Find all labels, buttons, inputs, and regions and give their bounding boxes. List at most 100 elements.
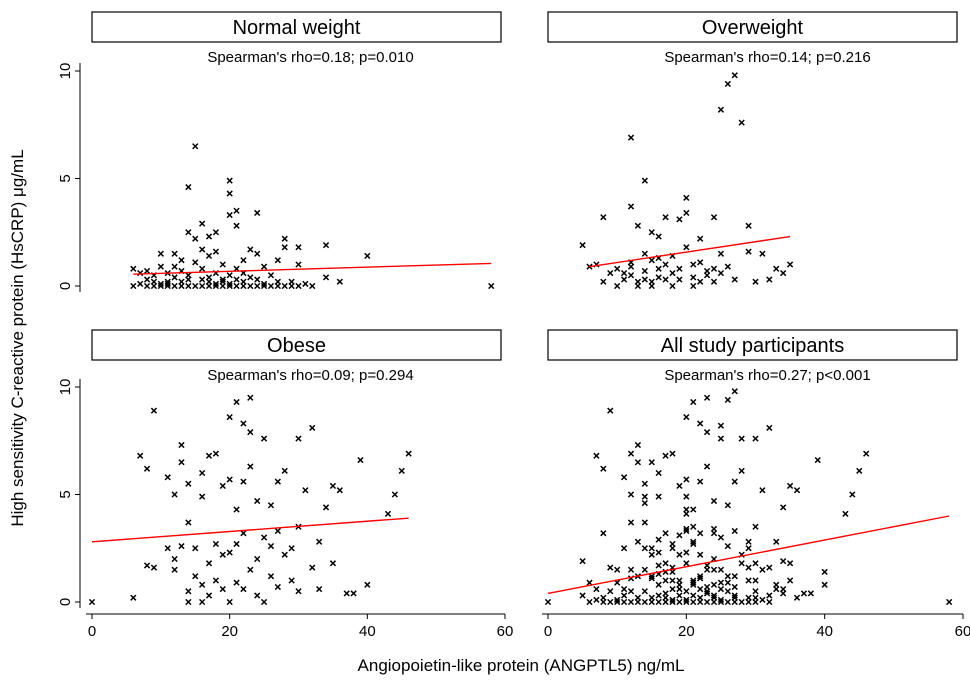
data-point: [219, 276, 226, 283]
data-point-stroke: [745, 248, 752, 255]
y-tick-label: 0: [57, 282, 74, 290]
data-point-stroke: [254, 209, 261, 217]
data-point-stroke: [329, 482, 337, 490]
data-point-stroke: [614, 598, 621, 606]
data-point-stroke: [205, 560, 213, 567]
data-point: [786, 560, 794, 567]
data-point-stroke: [703, 429, 711, 436]
data-point-stroke: [627, 519, 635, 526]
data-point-stroke: [634, 441, 642, 449]
x-tick-label: 20: [678, 623, 695, 640]
y-axis-label: High sensitivity C-reactive protein (HsC…: [8, 149, 27, 526]
data-point: [247, 246, 254, 253]
data-point-stroke: [766, 598, 773, 606]
data-point: [717, 585, 725, 593]
data-point-stroke: [185, 519, 192, 526]
data-point: [634, 282, 642, 290]
data-point-stroke: [488, 282, 495, 290]
data-point-stroke: [690, 398, 697, 406]
fit-line: [589, 235, 791, 268]
data-point-stroke: [288, 577, 295, 584]
data-point: [205, 233, 213, 240]
data-point: [724, 80, 731, 88]
data-point-stroke: [752, 523, 759, 530]
data-point-stroke: [185, 480, 192, 487]
panel-stat-text: Spearman's rho=0.14; p=0.216: [664, 49, 870, 66]
data-point: [627, 450, 635, 457]
data-point-stroke: [219, 551, 226, 558]
data-point: [738, 560, 745, 567]
data-point: [199, 493, 206, 500]
data-point: [724, 573, 731, 580]
data-point-stroke: [185, 276, 192, 283]
data-point: [634, 222, 642, 229]
data-point: [662, 214, 669, 221]
data-point-stroke: [683, 588, 690, 595]
data-point: [724, 542, 731, 550]
data-point: [703, 598, 711, 606]
data-point-stroke: [669, 282, 676, 290]
data-point: [192, 143, 199, 150]
data-point-stroke: [690, 538, 697, 545]
data-point: [350, 590, 357, 597]
data-point: [821, 581, 828, 588]
data-point: [226, 282, 233, 290]
data-point-stroke: [212, 229, 220, 236]
data-point-stroke: [627, 598, 635, 606]
panel-title: Normal weight: [233, 17, 361, 39]
data-point-stroke: [288, 545, 295, 552]
data-point: [322, 242, 330, 249]
data-point: [607, 407, 614, 414]
data-point-stroke: [267, 573, 275, 580]
data-point: [731, 276, 738, 283]
y-tick-label: 0: [57, 598, 74, 606]
data-point: [274, 478, 281, 485]
data-point-stroke: [752, 594, 759, 601]
data-point: [731, 583, 738, 591]
data-point: [233, 540, 240, 548]
data-point-stroke: [620, 545, 628, 552]
data-point: [710, 581, 718, 588]
data-point-stroke: [233, 506, 240, 513]
data-point-stroke: [697, 575, 704, 582]
data-point: [676, 216, 683, 223]
data-point: [780, 558, 787, 565]
data-point-stroke: [648, 229, 655, 236]
data-point-stroke: [192, 143, 199, 150]
data-point: [199, 276, 206, 283]
data-point-stroke: [219, 482, 226, 490]
data-point: [683, 525, 690, 533]
data-point-stroke: [607, 598, 614, 606]
data-point-stroke: [842, 510, 849, 517]
data-point-stroke: [171, 263, 178, 270]
data-point-stroke: [260, 263, 268, 270]
data-point-stroke: [157, 280, 164, 287]
data-point-stroke: [863, 450, 870, 457]
data-point: [143, 465, 151, 472]
data-point-stroke: [593, 596, 600, 603]
data-point-stroke: [655, 233, 662, 240]
data-point-stroke: [199, 220, 206, 227]
data-point-stroke: [254, 276, 261, 283]
data-point: [322, 274, 330, 281]
data-point: [710, 592, 718, 599]
data-point: [620, 592, 628, 599]
data-point-stroke: [620, 276, 628, 283]
data-point-stroke: [717, 585, 725, 593]
data-point: [676, 598, 683, 606]
data-point-stroke: [676, 216, 683, 223]
panel-title-box: [547, 329, 958, 361]
data-point-stroke: [717, 250, 725, 257]
data-point: [683, 560, 690, 567]
data-point: [690, 579, 697, 586]
data-point: [683, 194, 690, 201]
data-point-stroke: [731, 573, 738, 580]
data-point: [600, 594, 607, 601]
data-point: [254, 497, 261, 505]
data-point-stroke: [759, 566, 766, 573]
data-point-stroke: [157, 282, 164, 290]
data-point-stroke: [219, 276, 226, 283]
data-point: [137, 452, 144, 459]
data-point-stroke: [185, 282, 192, 290]
data-point: [329, 560, 337, 567]
